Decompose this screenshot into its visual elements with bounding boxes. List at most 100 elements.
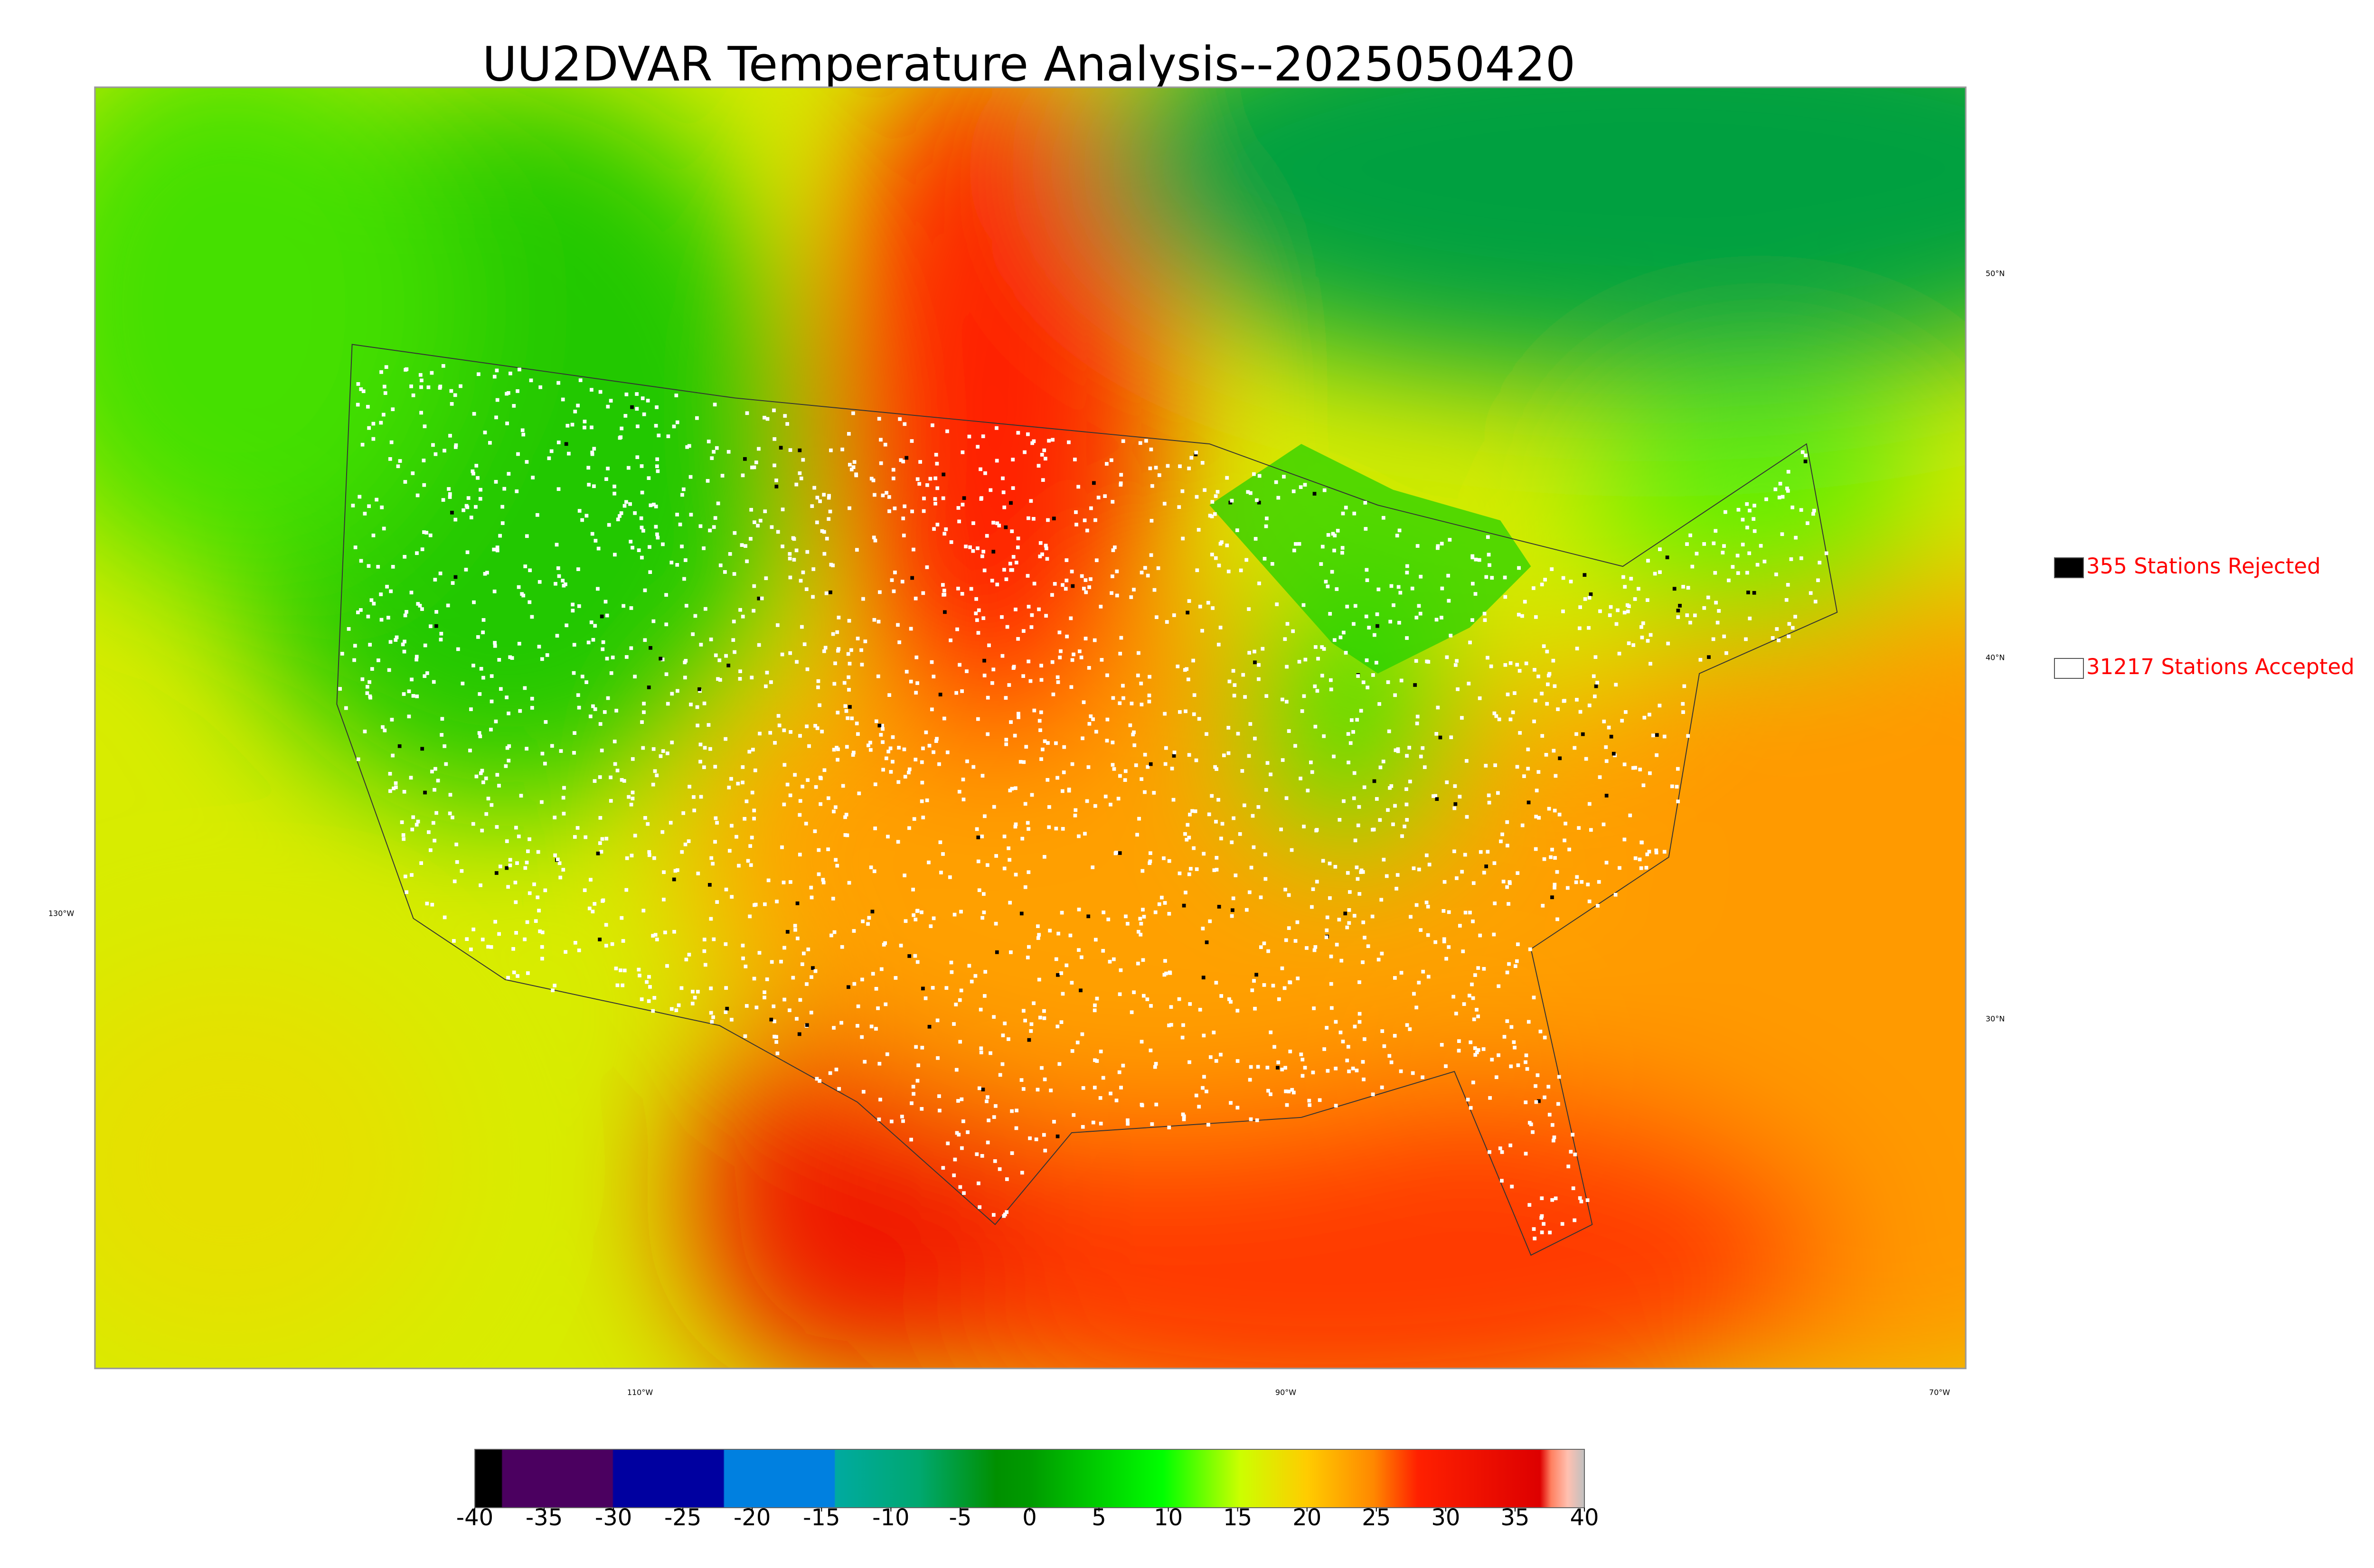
station-dot (724, 887, 728, 892)
station-dot (360, 442, 365, 447)
station-dot (795, 936, 800, 940)
station-dot (1014, 873, 1018, 877)
station-dot (526, 971, 530, 975)
station-dot (1000, 615, 1004, 619)
station-dot (1581, 732, 1585, 736)
station-dot (1561, 576, 1565, 580)
station-dot (1021, 674, 1026, 678)
station-dot (615, 769, 620, 772)
station-dot (436, 779, 440, 783)
station-dot (1442, 939, 1446, 944)
station-dot (696, 723, 699, 728)
station-dot (933, 497, 937, 501)
station-dot (1442, 880, 1447, 884)
station-dot (1604, 759, 1609, 763)
station-dot (1094, 730, 1098, 734)
station-dot (530, 615, 534, 619)
legend-label: 355 Stations Rejected (2086, 554, 2321, 579)
station-dot (894, 976, 898, 980)
station-dot (1082, 700, 1086, 704)
station-dot (1213, 512, 1217, 516)
station-dot (638, 974, 641, 977)
station-dot (998, 1073, 1002, 1077)
station-dot (794, 482, 799, 487)
station-dot (1030, 793, 1034, 797)
station-dot (1132, 990, 1136, 995)
station-dot (1526, 800, 1531, 805)
station-dot (1022, 760, 1026, 764)
station-dot (1287, 926, 1291, 930)
station-dot (387, 668, 391, 672)
station-dot (1405, 1023, 1409, 1027)
station-dot (1553, 808, 1557, 813)
station-dot (1016, 545, 1020, 550)
station-dot (451, 816, 454, 819)
station-dot (1194, 1093, 1198, 1098)
station-dot (1498, 1146, 1502, 1150)
station-dot (1550, 567, 1554, 571)
station-dot (478, 497, 482, 501)
station-dot (1362, 785, 1366, 789)
station-dot (428, 848, 433, 852)
station-dot (1516, 1063, 1520, 1067)
station-dot (1497, 1053, 1500, 1057)
station-dot (817, 848, 821, 852)
station-dot (990, 681, 994, 685)
station-dot (1136, 961, 1140, 966)
station-dot (1203, 488, 1207, 492)
station-dot (708, 528, 712, 533)
station-dot (1202, 1033, 1206, 1038)
station-dot (959, 910, 963, 914)
station-dot (652, 856, 656, 860)
station-dot (690, 1002, 695, 1005)
station-dot (1070, 1049, 1074, 1053)
station-dot (836, 747, 840, 751)
station-dot (1352, 796, 1356, 800)
station-dot (1103, 494, 1107, 498)
station-dot (855, 722, 859, 725)
station-dot (843, 815, 847, 819)
station-dot (573, 731, 576, 735)
station-dot (577, 948, 581, 952)
station-dot (1215, 868, 1219, 872)
station-dot (1028, 679, 1033, 683)
station-dot (443, 744, 447, 748)
station-dot (1311, 887, 1315, 891)
station-dot (596, 587, 600, 591)
station-dot (1132, 588, 1136, 592)
station-dot (954, 691, 959, 695)
station-dot (741, 473, 745, 478)
station-dot (710, 1020, 714, 1024)
station-dot (869, 477, 874, 481)
station-dot (995, 426, 999, 430)
station-dot (1167, 1126, 1171, 1129)
station-dot (655, 532, 659, 536)
station-dot (404, 368, 408, 372)
station-dot (1609, 734, 1613, 739)
station-dot (479, 883, 482, 887)
station-dot (976, 546, 980, 550)
station-dot (907, 826, 911, 830)
station-dot (976, 445, 980, 449)
station-dot (1414, 1005, 1419, 1010)
station-dot (641, 909, 646, 913)
station-dot (1597, 880, 1601, 884)
station-dot (750, 676, 754, 680)
station-dot (1651, 733, 1655, 738)
station-dot (596, 851, 600, 855)
station-dot (1316, 657, 1320, 661)
station-dot (1620, 719, 1624, 723)
station-dot (525, 861, 529, 864)
station-dot (1030, 613, 1034, 617)
station-dot (506, 885, 510, 889)
station-dot (1487, 553, 1491, 557)
station-dot (928, 477, 933, 481)
station-dot (897, 746, 901, 750)
station-dot (1208, 919, 1212, 923)
station-dot (764, 576, 768, 580)
station-dot (675, 420, 679, 424)
station-dot (1432, 794, 1435, 798)
station-dot (1557, 812, 1562, 817)
station-dot (1714, 529, 1718, 533)
station-dot (745, 411, 749, 415)
